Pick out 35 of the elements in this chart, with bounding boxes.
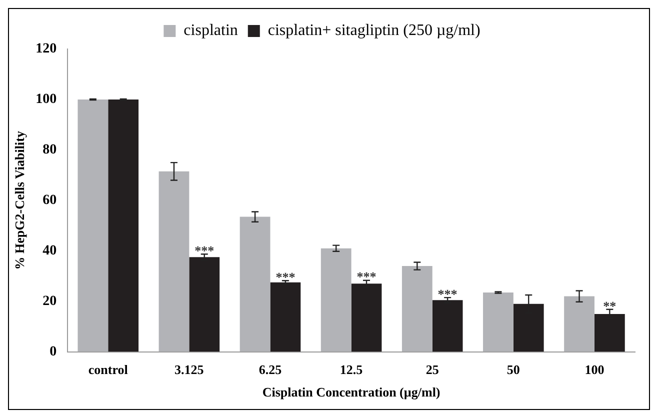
annotation: *** [194,243,214,258]
y-tick-label: 80 [42,142,57,158]
x-tick-label: 3.125 [174,362,204,377]
x-tick-label: 6.25 [258,362,282,377]
bar [320,248,352,352]
bar [270,282,301,352]
x-tick-label: 12.5 [340,362,364,377]
y-tick-label: 40 [42,243,57,258]
annotation: *** [276,270,296,284]
y-tick-label: 60 [42,193,57,208]
x-tick-label: 50 [506,362,520,377]
y-tick-label: 120 [36,42,57,57]
bar [402,266,432,352]
x-tick-label: 100 [584,362,604,377]
bar [78,99,108,352]
x-axis-title: Cisplatin Concentration (µg/ml) [262,384,440,400]
y-tick-label: 100 [36,92,57,108]
x-tick-label: control [88,362,128,377]
bar [351,284,382,352]
annotation: *** [356,269,376,284]
legend-label: cisplatin+ sitagliptin (250 µg/ml) [268,22,480,40]
y-tick-label: 20 [42,294,57,309]
annotation: *** [438,286,458,302]
bar [158,171,190,352]
legend-label: cisplatin [184,22,238,40]
annotation: ** [603,298,616,314]
x-tick-label: 25 [426,362,440,377]
bar [108,99,139,352]
y-axis-title: % HepG2-Cells Viability [12,130,28,270]
y-tick-label: 0 [50,344,57,360]
bar [240,216,270,352]
bar [564,296,594,352]
bar [189,257,220,352]
bar [432,300,463,352]
bar [483,292,514,352]
